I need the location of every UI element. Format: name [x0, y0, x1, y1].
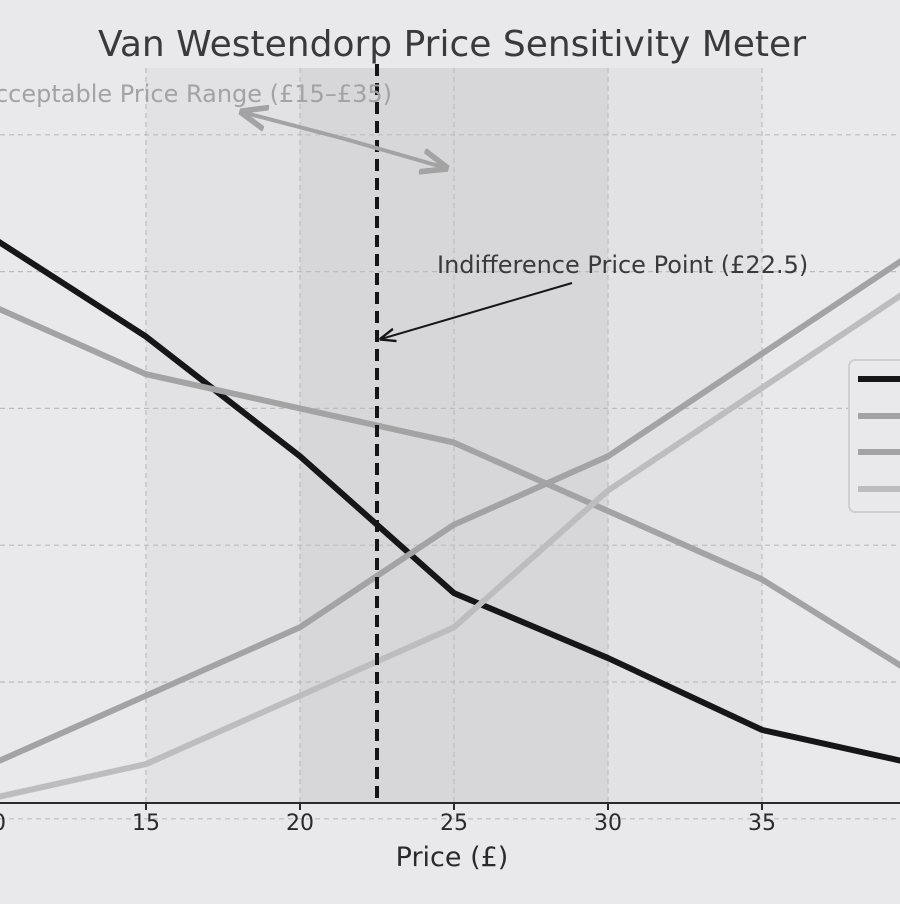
- series-line-0: [0, 238, 900, 764]
- x-tick-label-0: 10: [0, 811, 6, 836]
- chart-title: Van Westendorp Price Sensitivity Meter: [98, 24, 806, 65]
- x-axis-ticks: 10152025303540: [0, 803, 776, 836]
- x-tick-label-4: 30: [594, 811, 622, 836]
- series-line-1: [0, 306, 900, 669]
- series-line-3: [0, 292, 900, 800]
- series-line-2: [0, 258, 900, 764]
- range-arrow-left: [242, 112, 346, 141]
- x-tick-label-1: 15: [132, 811, 160, 836]
- legend: [848, 359, 900, 513]
- legend-box: [848, 359, 900, 513]
- indifference-arrow: [381, 282, 573, 339]
- x-axis-label: Price (£): [396, 842, 509, 873]
- x-tick-label-2: 20: [286, 811, 314, 836]
- indifference-price-annotation: Indifference Price Point (£22.5): [437, 251, 808, 279]
- x-tick-label-5: 35: [748, 811, 776, 836]
- acceptable-range-annotation: Acceptable Price Range (£15–£35): [0, 80, 392, 108]
- series-lines: [0, 238, 900, 800]
- range-arrow-right: [344, 137, 446, 168]
- x-tick-label-3: 25: [440, 811, 468, 836]
- grid-lines: [0, 68, 900, 820]
